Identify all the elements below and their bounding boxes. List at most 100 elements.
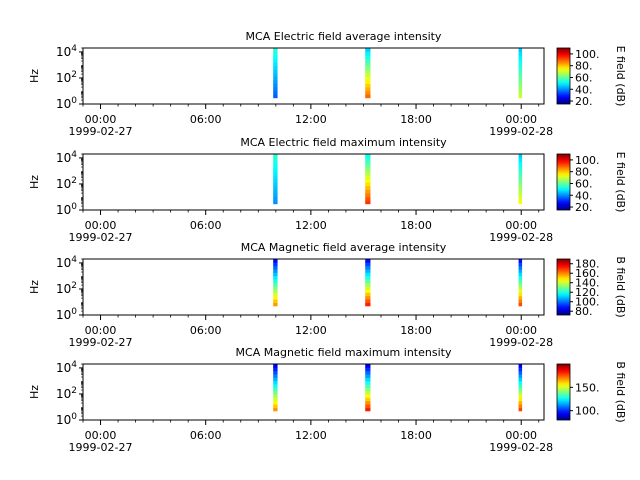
spectrogram-cell <box>518 83 523 88</box>
spectrogram-cell <box>518 302 523 307</box>
x-tick-label: 06:00 <box>190 324 222 337</box>
colorbar-tick-label: 80. <box>575 166 593 179</box>
spectrogram-cell <box>518 394 523 398</box>
spectrogram-cell <box>365 400 371 405</box>
spectrogram-cell <box>365 171 371 176</box>
y-tick-label: 104 <box>56 150 77 165</box>
axes-frame <box>82 258 545 316</box>
spectrogram-cell <box>518 387 523 392</box>
data-pass-3 <box>518 154 523 205</box>
y-tick-label: 102 <box>56 281 77 296</box>
spectrogram-cell <box>365 262 371 267</box>
x-tick-label: 12:00 <box>295 219 327 232</box>
x-tick-label: 00:00 <box>85 324 117 337</box>
spectrogram-cell <box>273 186 278 190</box>
spectrogram-cell <box>365 94 371 99</box>
spectrogram-cell <box>518 161 523 166</box>
colorbar-tick-label: 150. <box>575 381 600 394</box>
panel-4: MCA Magnetic field maximum intensity 100 1… <box>28 346 627 454</box>
panel-1: MCA Electric field average intensity 100 1… <box>28 30 627 138</box>
y-axis-label: Hz <box>28 280 41 294</box>
panel-title: MCA Magnetic field maximum intensity <box>236 346 452 359</box>
spectrogram-cell <box>273 168 278 173</box>
spectrogram-cell <box>273 65 278 70</box>
data-pass-3 <box>518 259 523 307</box>
spectrogram-cell <box>518 407 523 412</box>
colorbar: 80.100.120.140.160.180. B field (dB) <box>556 256 627 318</box>
colorbar-gradient <box>556 47 571 105</box>
colorbar-tick-label: 20. <box>575 95 593 108</box>
spectrogram-cell <box>365 83 371 88</box>
colorbar-label: B field (dB) <box>614 256 627 317</box>
spectrogram-cell <box>518 269 523 273</box>
spectrogram-cell <box>365 275 371 280</box>
axes-frame <box>82 47 545 105</box>
spectrogram-cell <box>273 394 278 398</box>
spectrogram-cell <box>518 265 523 270</box>
spectrogram-cell <box>518 51 523 56</box>
spectrogram-cell <box>518 72 523 77</box>
x-tick-label: 12:00 <box>295 113 327 126</box>
spectrogram-cell <box>273 384 278 388</box>
spectrogram-cell <box>365 164 371 169</box>
spectrogram-cell <box>273 178 278 183</box>
spectrogram-cell <box>518 80 523 84</box>
spectrogram-cell <box>518 400 523 405</box>
spectrogram-cell <box>365 282 371 287</box>
colorbar-tick-label: 40. <box>575 189 593 202</box>
spectrogram-cell <box>365 168 371 173</box>
spectrogram-cell <box>365 182 371 187</box>
spectrogram-cell <box>365 367 371 372</box>
x-tick-label: 00:00 <box>505 429 537 442</box>
spectrogram-cell <box>518 76 523 81</box>
colorbar-gradient <box>556 258 571 316</box>
x-tick-label: 00:00 <box>85 113 117 126</box>
y-tick-label: 104 <box>56 255 77 270</box>
data-pass-1 <box>273 364 278 412</box>
spectrogram-cell <box>518 380 523 385</box>
spectrogram-cell <box>365 87 371 92</box>
spectrogram-cell <box>273 164 278 169</box>
panel-3: MCA Magnetic field average intensity 100 1… <box>28 241 627 349</box>
x-date-label: 1999-02-27 <box>69 231 133 244</box>
spectrogram-cell <box>518 154 523 158</box>
spectrogram-cell <box>518 289 523 293</box>
spectrogram-cell <box>518 58 523 63</box>
panel-title: MCA Electric field average intensity <box>246 30 442 43</box>
spectrogram-cell <box>273 397 278 402</box>
spectrogram-cell <box>518 259 523 263</box>
x-tick-label: 18:00 <box>400 113 432 126</box>
spectrogram-cell <box>518 397 523 402</box>
spectrogram-cell <box>518 164 523 169</box>
spectrogram-cell <box>273 69 278 74</box>
spectrogram-cell <box>365 186 371 190</box>
spectrogram-cell <box>365 80 371 84</box>
spectrogram-cell <box>365 157 371 162</box>
spectrogram-cell <box>365 259 371 263</box>
x-tick-label: 00:00 <box>85 429 117 442</box>
spectrogram-cell <box>273 48 278 52</box>
x-date-label: 1999-02-28 <box>489 125 553 138</box>
y-tick-label: 100 <box>56 96 77 111</box>
colorbar-tick-label: 80. <box>575 60 593 73</box>
spectrogram-cell <box>273 161 278 166</box>
spectrogram-cell <box>273 72 278 77</box>
spectrogram-cell <box>273 51 278 56</box>
spectrogram-cell <box>273 182 278 187</box>
colorbar-label: B field (dB) <box>614 361 627 422</box>
colorbar-tick-label: 120. <box>575 286 600 299</box>
spectrogram-cell <box>518 200 523 205</box>
spectrogram-cell <box>273 282 278 287</box>
spectrogram-cell <box>518 367 523 372</box>
spectrogram-cell <box>273 272 278 277</box>
x-date-label: 1999-02-28 <box>489 231 553 244</box>
spectrogram-cell <box>518 384 523 388</box>
spectrogram-cell <box>273 94 278 99</box>
panel-title: MCA Magnetic field average intensity <box>241 241 447 254</box>
colorbar-tick-label: 100. <box>575 296 600 309</box>
spectrogram-cell <box>518 182 523 187</box>
spectrogram-cell <box>518 157 523 162</box>
spectrogram-cell <box>365 384 371 388</box>
panel-2: MCA Electric field maximum intensity 100 1… <box>28 136 627 244</box>
x-tick-label: 00:00 <box>505 324 537 337</box>
